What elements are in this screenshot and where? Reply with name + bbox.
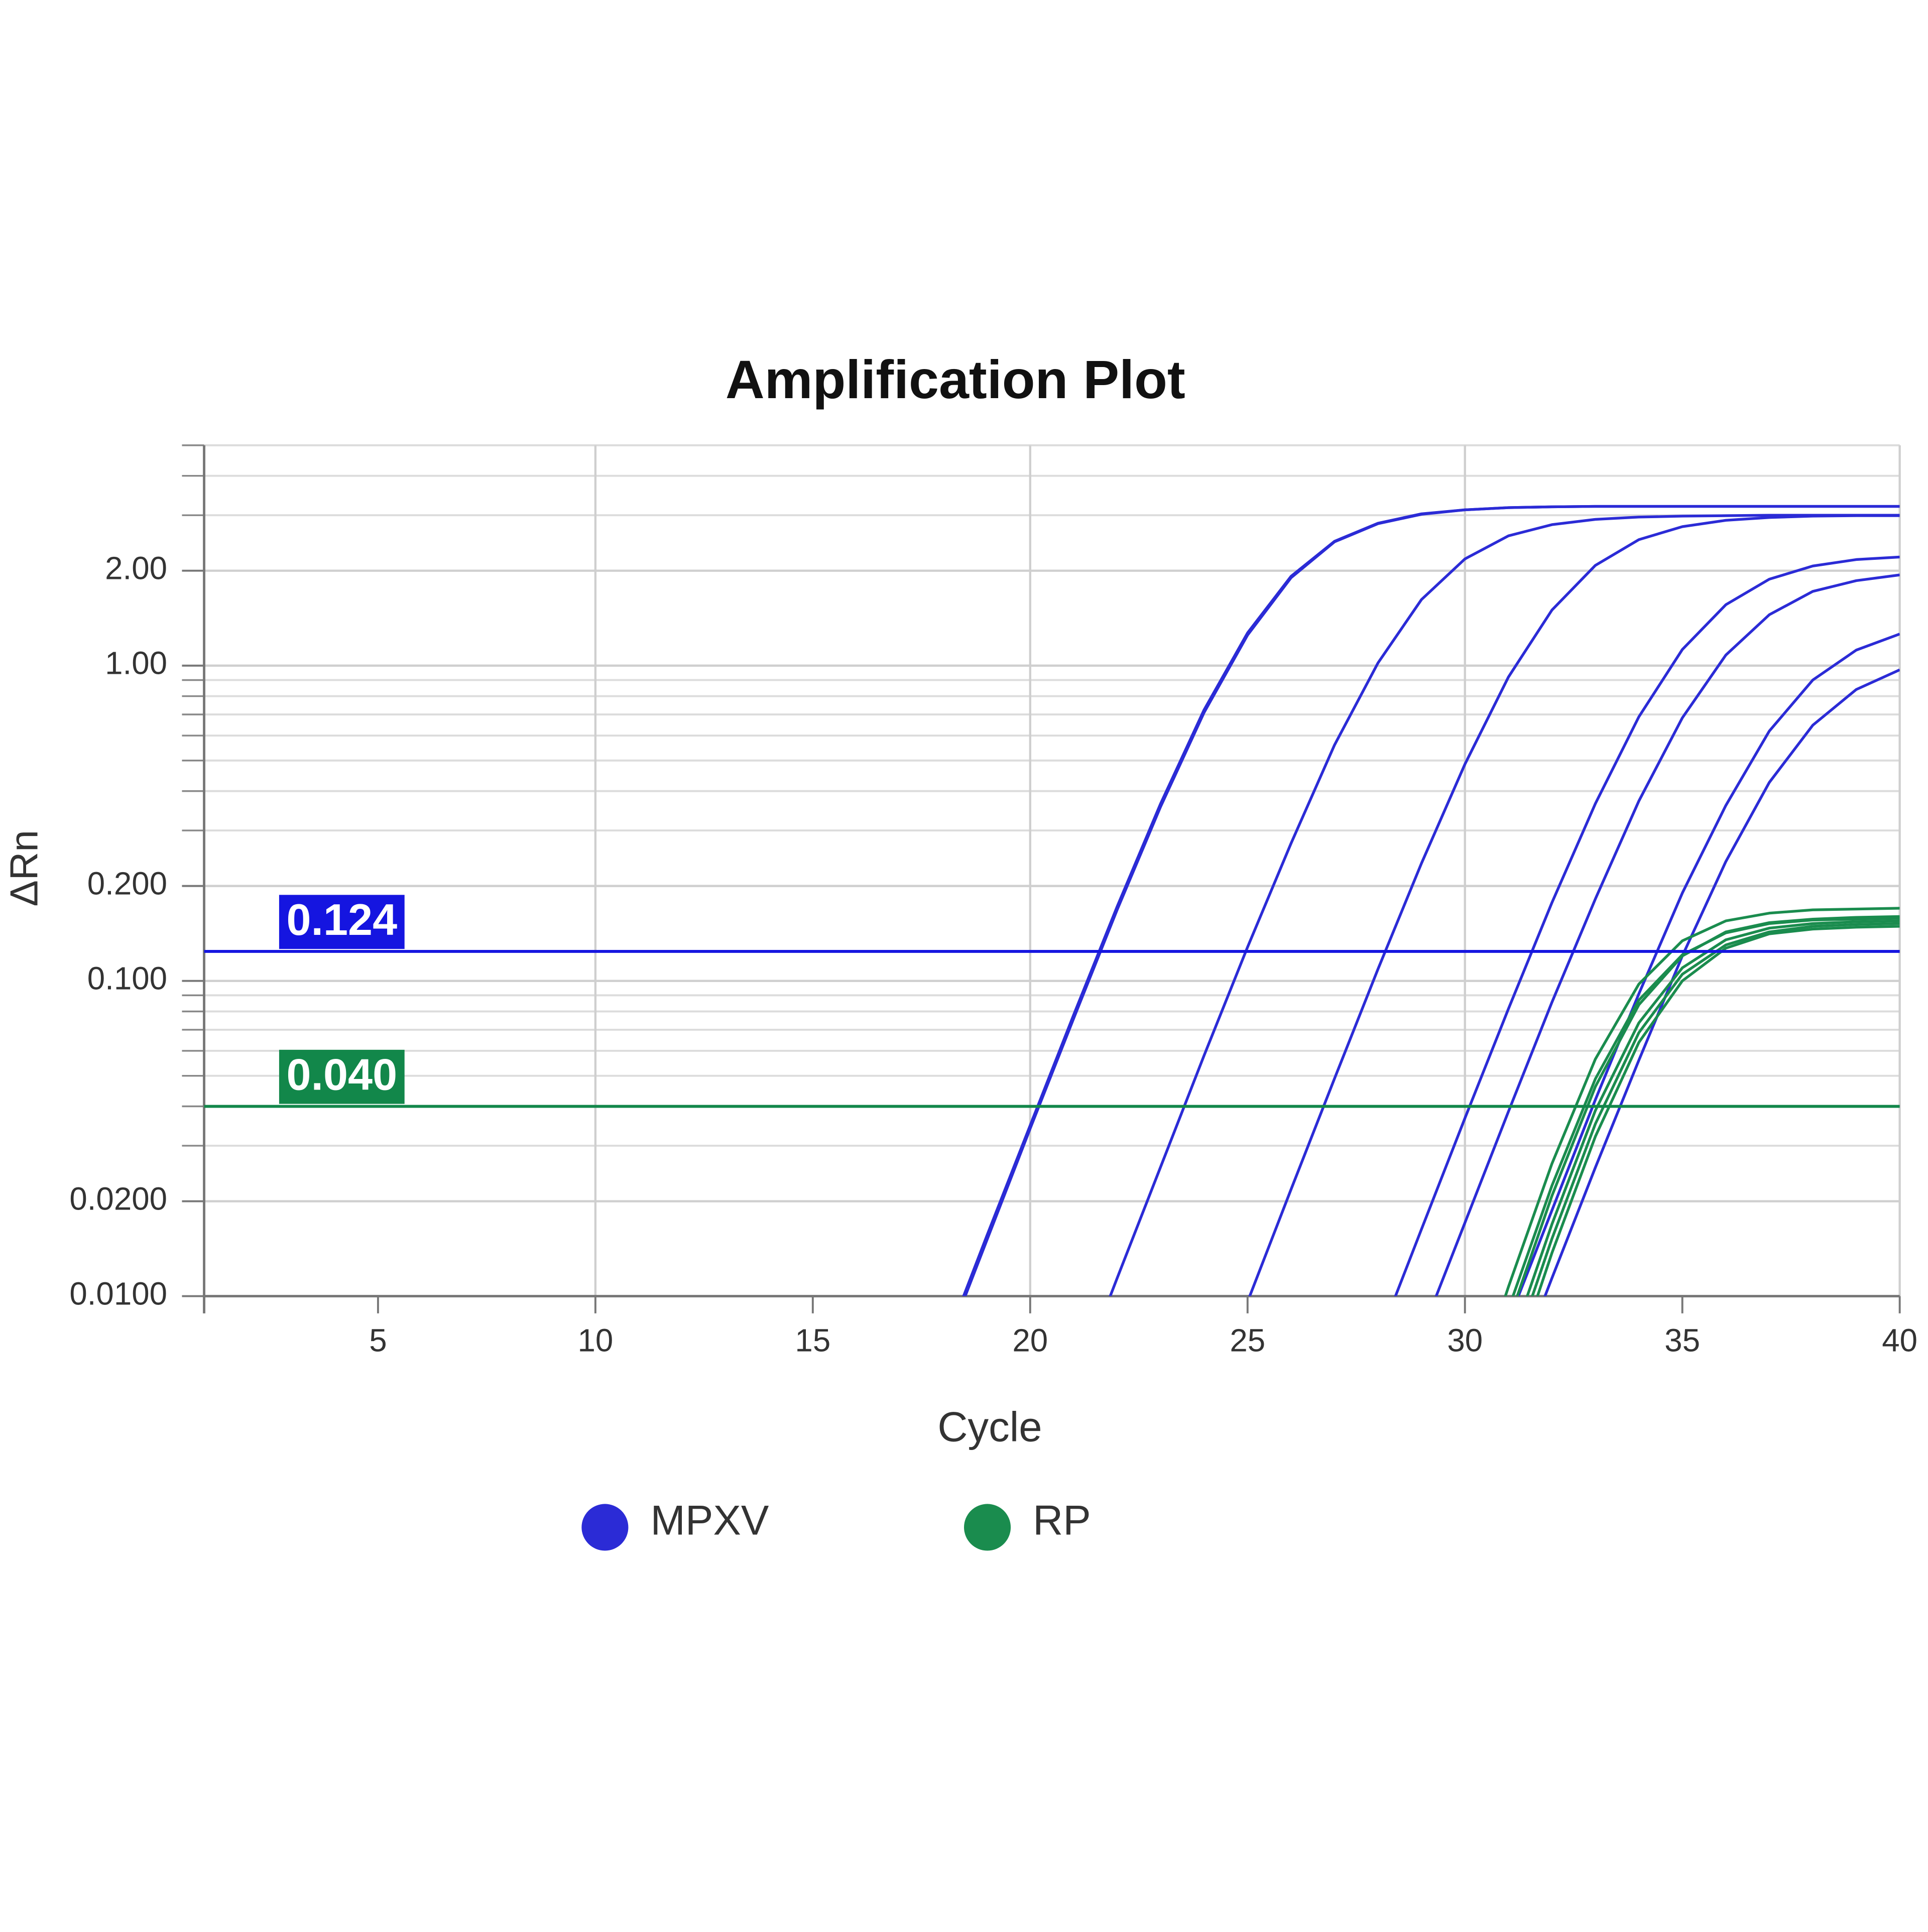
- y-tick-label: 0.0100: [69, 1276, 167, 1311]
- curve: [1511, 917, 1900, 1296]
- x-tick-label: 25: [1230, 1322, 1265, 1358]
- legend-label: RP: [1033, 1497, 1091, 1544]
- x-tick-label: 20: [1012, 1322, 1048, 1358]
- y-tick-label: 0.200: [87, 866, 167, 901]
- y-tick-label: 2.00: [105, 551, 167, 586]
- curve: [1531, 922, 1900, 1296]
- curve: [1394, 555, 1900, 1296]
- curves: [962, 505, 1900, 1296]
- curve: [1434, 573, 1900, 1296]
- curve: [1248, 514, 1900, 1296]
- chart-title: Amplification Plot: [726, 349, 1185, 410]
- curve: [1543, 668, 1900, 1296]
- y-tick-label: 1.00: [105, 646, 167, 681]
- curve: [963, 505, 1900, 1296]
- grid: [182, 444, 1901, 1313]
- threshold-label: 0.040: [287, 1049, 398, 1099]
- curve: [1525, 919, 1900, 1296]
- x-tick-label: 30: [1447, 1322, 1483, 1358]
- x-tick-label: 35: [1664, 1322, 1700, 1358]
- y-tick-label: 0.0200: [69, 1181, 167, 1217]
- curve: [1516, 915, 1900, 1296]
- threshold-label: 0.124: [287, 895, 398, 944]
- curve: [1109, 514, 1900, 1296]
- x-tick-label: 5: [369, 1322, 387, 1358]
- legend-marker: [581, 1504, 629, 1551]
- curve: [1517, 633, 1900, 1296]
- curve: [1536, 925, 1900, 1296]
- threshold-label-box: [279, 895, 405, 949]
- x-tick-label: 40: [1882, 1322, 1917, 1358]
- legend-marker: [964, 1504, 1011, 1551]
- legend-label: MPXV: [651, 1497, 769, 1544]
- annotations: 0.0100 0.0200 0.100 0.200 1.00 2.00 5 10 15 20 25 3…: [69, 551, 1917, 1551]
- x-tick-label: 10: [577, 1322, 613, 1358]
- y-tick-label: 0.100: [87, 960, 167, 996]
- x-axis-label: Cycle: [937, 1403, 1042, 1450]
- threshold-label-box: [279, 1049, 405, 1104]
- curve: [1504, 907, 1900, 1296]
- y-axis-label: ΔRn: [2, 830, 46, 907]
- x-tick-label: 15: [795, 1322, 830, 1358]
